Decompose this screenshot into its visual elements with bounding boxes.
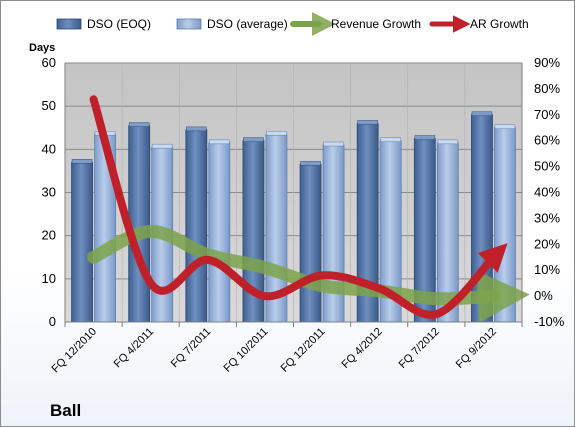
line-ar-growth (89, 95, 508, 319)
y-right-tick-label: 30% (534, 210, 560, 225)
legend-label: Revenue Growth (331, 17, 421, 31)
y-right-tick-label: 90% (534, 55, 560, 70)
bar-dso-eoq (71, 161, 93, 323)
chart-title: Ball (50, 401, 81, 420)
y-right-tick-label: 60% (534, 133, 560, 148)
x-tick-label: FQ 4/2011 (112, 326, 157, 371)
bar-cap-dso-eoq (414, 135, 436, 140)
bar-cap-dso-eoq (471, 111, 493, 117)
bar-cap-dso-average (494, 124, 516, 129)
y-right-tick-label: 40% (534, 185, 560, 200)
line-series (87, 95, 530, 323)
bar-dso-eoq (185, 129, 208, 323)
y-left-tick-label: 60 (42, 55, 56, 70)
y-left-tick-label: 40 (42, 141, 56, 156)
x-tick-label: FQ 7/2011 (169, 326, 214, 371)
x-tick-label: FQ 12/2011 (279, 326, 328, 375)
y-left-tick-label: 10 (42, 271, 56, 286)
legend-label: DSO (EOQ) (87, 17, 151, 31)
x-tick-label: FQ 9/2012 (454, 326, 499, 371)
y-right-tick-label: 10% (534, 262, 560, 277)
bar-dso-eoq (128, 125, 151, 323)
y-left-tick-label: 0 (49, 314, 56, 329)
bar-cap-dso-average (437, 139, 459, 145)
y-right-tick-label: 20% (534, 236, 560, 251)
axes (64, 63, 523, 327)
x-tick-label: FQ 4/2012 (340, 326, 385, 371)
bar-dso-average (208, 142, 231, 323)
y-right-tick-label: 0% (534, 288, 553, 303)
bar-cap-dso-average (380, 137, 401, 142)
y-right-tick-label: 80% (534, 81, 560, 96)
bar-cap-dso-eoq (186, 126, 207, 132)
y-axis-title: Days (29, 42, 55, 54)
bar-cap-dso-average (266, 130, 287, 136)
bar-cap-dso-average (151, 143, 173, 149)
bar-cap-dso-eoq (357, 120, 378, 125)
y-left-tick-label: 20 (42, 228, 56, 243)
bar-cap-dso-eoq (71, 159, 93, 164)
y-left-tick-label: 30 (42, 185, 56, 200)
x-tick-labels: FQ 12/2010 FQ 4/2011 FQ 7/2011 FQ 10/2011 FQ… (50, 326, 499, 376)
legend: DSO (EOQ) DSO (average) Revenue Growth AR G… (56, 12, 529, 36)
x-tick-label: FQ 12/2010 (50, 326, 100, 376)
legend-label: AR Growth (470, 17, 529, 31)
x-tick-label: FQ 7/2012 (397, 326, 442, 371)
legend-swatch-dso-average (176, 18, 202, 30)
bar-dso-eoq (299, 164, 322, 323)
y-left-tick-label: 50 (42, 98, 56, 113)
x-tick-label: FQ 10/2011 (222, 326, 271, 375)
legend-swatch-dso-eoq (56, 18, 82, 30)
legend-label: DSO (average) (207, 17, 288, 31)
y-right-tick-label: -10% (534, 314, 565, 329)
bar-cap-dso-eoq (128, 122, 150, 127)
bar-cap-dso-average (323, 141, 344, 147)
y-right-tick-label: 70% (534, 107, 560, 122)
bar-cap-dso-eoq (243, 137, 264, 142)
y-left-tick-labels: 0 10 20 30 40 50 60 (42, 55, 56, 329)
y-right-tick-label: 50% (534, 159, 560, 174)
bar-dso-average (322, 144, 345, 323)
bar-cap-dso-average (209, 139, 230, 145)
y-right-tick-labels: -10% 0% 10% 20% 30% 40% 50% 60% 70% 80% 90% (534, 55, 565, 329)
bar-cap-dso-eoq (300, 161, 321, 166)
